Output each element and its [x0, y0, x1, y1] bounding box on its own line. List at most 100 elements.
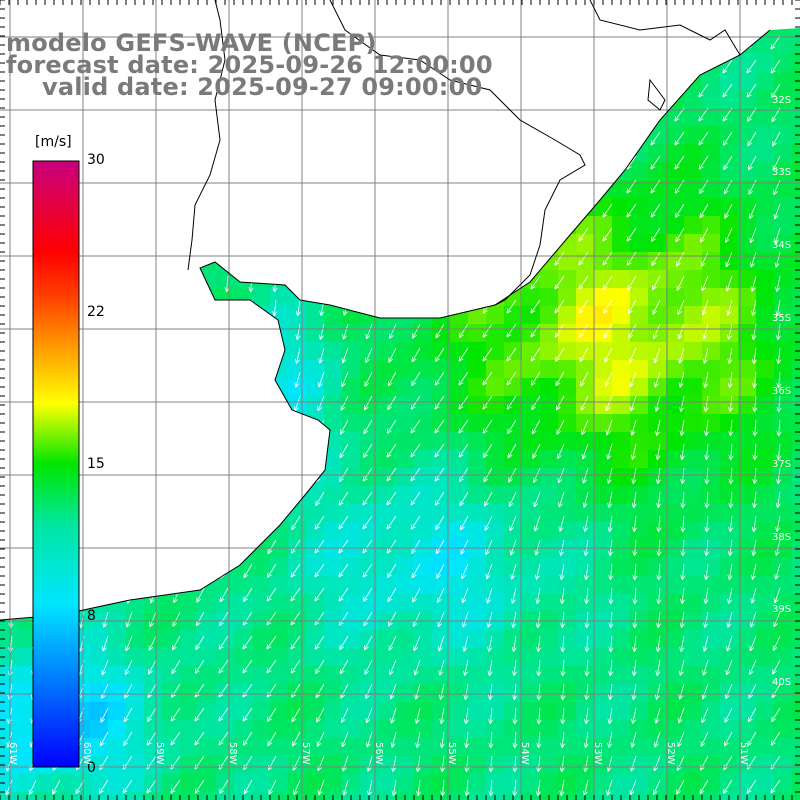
wind-arrow [579, 323, 589, 338]
lon-label-58w: 58W [227, 742, 238, 765]
wind-arrow [199, 227, 205, 244]
wind-arrow [579, 347, 589, 363]
wind-arrow [626, 179, 637, 194]
wind-arrow [368, 131, 374, 149]
wind-arrow [389, 659, 397, 676]
wind-arrow [506, 371, 517, 386]
wind-arrow [149, 611, 157, 628]
wind-arrow [554, 275, 565, 290]
wind-arrow [123, 131, 133, 147]
wind-arrow [272, 179, 278, 197]
wind-arrow [339, 635, 349, 651]
wind-arrow [341, 347, 349, 364]
wind-arrow [343, 12, 348, 28]
wind-arrow [680, 587, 686, 605]
wind-arrow [704, 491, 710, 509]
wind-arrow [223, 419, 229, 436]
wind-arrow [677, 707, 685, 724]
lon-label-57w: 57W [300, 742, 311, 765]
wind-arrow [434, 371, 445, 386]
wind-arrow [749, 611, 757, 628]
wind-arrow [338, 587, 349, 602]
wind-arrow [508, 203, 517, 219]
wind-arrow [246, 131, 253, 148]
wind-arrow [776, 443, 782, 461]
wind-arrow [488, 755, 494, 773]
wind-arrow [507, 251, 517, 266]
wind-arrow [294, 12, 300, 27]
wind-arrow [126, 275, 133, 292]
wind-arrow [391, 755, 397, 772]
wind-arrow [488, 707, 494, 725]
wind-arrow [725, 275, 733, 292]
wind-arrow [314, 515, 325, 530]
wind-arrow [560, 683, 566, 701]
wind-arrow [434, 419, 445, 434]
wind-arrow [99, 12, 108, 25]
wind-arrow [533, 131, 541, 148]
wind-arrow [583, 731, 589, 749]
wind-arrow [459, 515, 469, 531]
wind-arrow [487, 683, 493, 701]
wind-arrow [560, 635, 566, 653]
wind-arrow [271, 155, 277, 173]
wind-arrow [482, 371, 493, 386]
wind-arrow [266, 683, 277, 698]
wind-arrow [752, 443, 758, 461]
wind-arrow [344, 203, 350, 221]
wind-arrow [680, 467, 686, 485]
wind-arrow [655, 419, 661, 436]
wind-arrow [534, 563, 541, 580]
wind-arrow [151, 515, 157, 532]
wind-arrow [727, 563, 733, 580]
wind-arrow [724, 227, 733, 243]
wind-arrow [700, 251, 709, 267]
wind-arrow [389, 299, 397, 316]
wind-arrow [487, 659, 493, 677]
wind-arrow [198, 491, 205, 508]
wind-arrow [583, 755, 589, 772]
wind-arrow [558, 59, 565, 76]
wind-arrow [125, 227, 133, 244]
wind-arrow [270, 419, 277, 436]
wind-arrow [748, 659, 757, 675]
coastline [0, 0, 771, 621]
wind-arrow [98, 131, 109, 146]
wind-arrow [344, 179, 350, 197]
wind-arrow [655, 659, 661, 676]
wind-arrow [172, 611, 181, 627]
wind-arrow [462, 155, 469, 172]
wind-arrow [727, 371, 733, 389]
wind-arrow [770, 59, 781, 74]
wind-arrow [629, 395, 637, 412]
wind-arrow [437, 227, 445, 244]
wind-arrow [175, 467, 181, 484]
wind-arrow [674, 131, 685, 146]
wind-arrow [28, 779, 37, 795]
wind-arrow [362, 515, 373, 530]
wind-arrow [439, 731, 445, 749]
wind-arrow [410, 419, 421, 434]
wind-arrow [123, 12, 132, 25]
wind-arrow [392, 155, 398, 173]
wind-arrow [414, 203, 421, 220]
wind-arrow [437, 635, 445, 652]
wind-arrow [723, 179, 733, 195]
wind-arrow [344, 155, 350, 173]
lon-label-52w: 52W [665, 742, 676, 765]
wind-arrow [630, 12, 636, 27]
wind-arrow [247, 347, 253, 365]
wind-arrow [124, 155, 133, 171]
wind-arrow [416, 131, 422, 149]
wind-arrow [676, 12, 684, 26]
wind-arrow [199, 443, 205, 460]
wind-arrow [388, 323, 397, 339]
wind-arrow [748, 179, 757, 195]
wind-arrow [341, 371, 349, 388]
wind-arrow [628, 323, 637, 339]
wind-arrow [554, 203, 565, 218]
wind-arrow [584, 587, 590, 605]
wind-arrow [341, 731, 349, 748]
wind-arrow [507, 419, 517, 434]
wind-arrow [293, 419, 301, 436]
